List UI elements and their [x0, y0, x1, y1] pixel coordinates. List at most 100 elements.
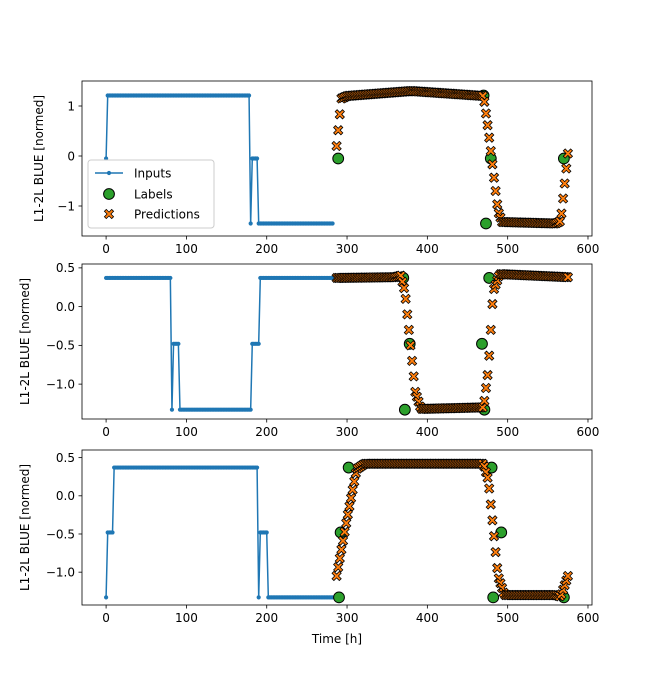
y-tick-label: 1 — [67, 99, 75, 113]
legend-predictions-marker — [103, 208, 115, 220]
y-axis-label: L1-2L BLUE [normed] — [18, 278, 32, 405]
prediction-point — [403, 324, 415, 336]
prediction-point — [334, 109, 345, 120]
y-tick-label: −0.5 — [46, 339, 75, 353]
x-tick-label: 200 — [255, 425, 278, 439]
axes-frame — [81, 449, 593, 606]
prediction-point — [485, 145, 496, 157]
prediction-point — [349, 476, 360, 487]
inputs-point — [168, 275, 173, 281]
x-tick-label: 0 — [102, 611, 110, 625]
subplot-middle: 0 100 200 300 400 500 600 0.5 0.0 −0.5 −1.0 L1-2L B… — [18, 261, 599, 439]
x-tick-label: 200 — [255, 242, 278, 256]
prediction-point — [485, 499, 496, 510]
x-tick-label: 400 — [416, 242, 439, 256]
y-tick-label: 0 — [67, 149, 75, 163]
inputs-point — [256, 341, 261, 346]
x-tick-label: 600 — [577, 611, 600, 625]
prediction-point — [339, 526, 350, 538]
label-point — [332, 152, 345, 165]
x-tick-label: 500 — [496, 611, 519, 625]
prediction-point — [492, 199, 503, 210]
legend: Inputs Labels Predictions — [87, 159, 215, 229]
plot-area — [103, 268, 574, 416]
y-tick-label: 0.0 — [56, 489, 75, 503]
prediction-point — [484, 483, 495, 494]
y-axis-label: L1-2L BLUE [normed] — [32, 95, 46, 222]
prediction-point — [398, 282, 410, 294]
inputs-point — [110, 530, 115, 535]
prediction-point — [400, 293, 411, 305]
prediction-point — [482, 369, 493, 381]
prediction-point — [484, 350, 495, 361]
prediction-point — [484, 132, 495, 143]
prediction-point — [344, 501, 355, 512]
inputs-point — [246, 93, 252, 98]
prediction-point — [405, 340, 416, 351]
plot-area — [103, 85, 574, 230]
x-tick-label: 400 — [416, 425, 439, 439]
label-point — [476, 337, 488, 350]
y-tick-label: 0.5 — [56, 451, 75, 465]
prediction-point — [334, 553, 345, 564]
prediction-point — [487, 159, 498, 170]
legend-box — [87, 159, 215, 229]
legend-inputs-marker — [106, 170, 112, 176]
x-tick-label: 0 — [102, 242, 110, 256]
plot-area — [103, 458, 574, 604]
y-tick-label: −1.0 — [46, 565, 75, 579]
prediction-point — [480, 108, 492, 119]
x-tick-label: 600 — [577, 242, 600, 256]
y-tick-label: −1 — [57, 199, 75, 213]
x-tick-label: 600 — [577, 425, 600, 439]
label-point — [333, 591, 345, 604]
x-tick-label: 100 — [175, 242, 198, 256]
prediction-point — [479, 395, 490, 407]
legend-entry-label: Labels — [134, 187, 173, 201]
inputs-point — [176, 341, 181, 346]
y-tick-label: −1.0 — [46, 377, 75, 391]
prediction-point — [559, 178, 570, 189]
inputs-point — [248, 407, 253, 412]
inputs-point — [169, 407, 175, 412]
axes-frame — [81, 263, 593, 420]
subplot-bottom: 0 100 200 300 400 500 600 0.5 0.0 −0.5 −1.0 L1-2L B… — [18, 449, 600, 646]
prediction-point — [333, 562, 344, 573]
legend-labels-marker — [103, 188, 115, 200]
label-point — [487, 591, 500, 604]
prediction-point — [557, 193, 569, 204]
x-tick-label: 100 — [175, 425, 198, 439]
prediction-point — [333, 125, 344, 136]
y-axis-label: L1-2L BLUE [normed] — [18, 464, 32, 591]
prediction-point — [561, 163, 572, 174]
prediction-point — [480, 382, 492, 394]
y-tick-label: 0.5 — [56, 261, 75, 275]
prediction-point — [342, 509, 354, 520]
prediction-point — [556, 208, 567, 219]
prediction-point — [487, 298, 498, 310]
x-tick-label: 400 — [416, 611, 439, 625]
prediction-point — [341, 517, 352, 529]
prediction-point — [490, 546, 501, 558]
inputs-point — [254, 156, 260, 161]
prediction-point — [482, 472, 493, 483]
prediction-point — [488, 172, 500, 183]
y-tick-label: 0.0 — [56, 300, 75, 314]
prediction-point — [402, 309, 413, 320]
label-point — [398, 403, 411, 416]
prediction-point — [554, 216, 566, 227]
prediction-point — [331, 570, 342, 582]
axes-frame — [81, 80, 593, 237]
x-tick-label: 0 — [102, 425, 110, 439]
prediction-point — [336, 544, 347, 555]
prediction-point — [487, 515, 498, 526]
subplot-top: 0 100 200 300 400 500 600 −1 0 1 L1-2L BLUE [norme… — [32, 80, 600, 256]
prediction-point — [345, 492, 357, 504]
label-point — [480, 217, 492, 230]
prediction-point — [482, 120, 493, 131]
x-tick-label: 300 — [336, 425, 359, 439]
x-tick-label: 500 — [496, 242, 519, 256]
prediction-point — [490, 185, 501, 197]
prediction-point — [485, 324, 496, 336]
